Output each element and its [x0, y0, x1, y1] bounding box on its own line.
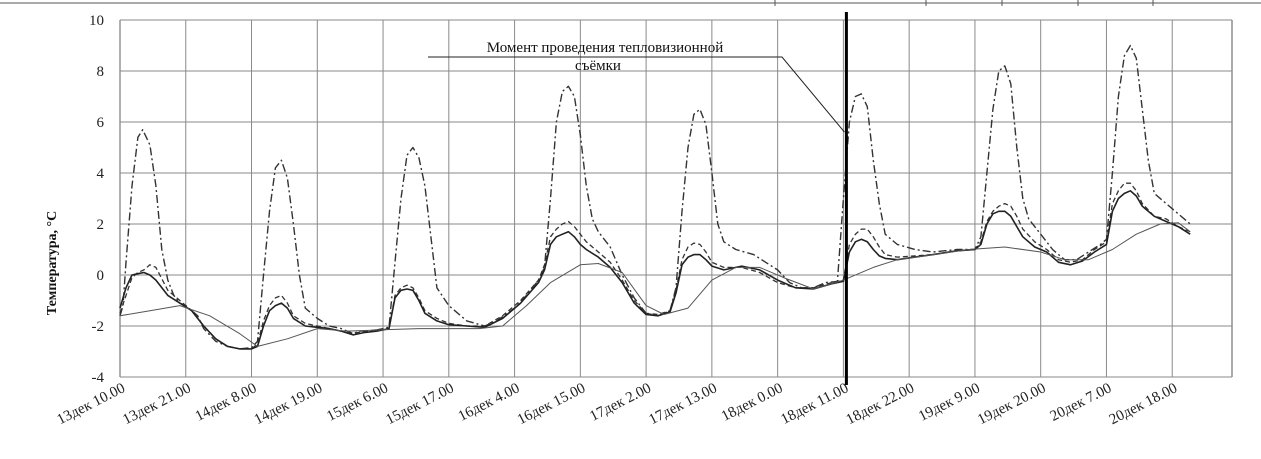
- x-tick-label: 13дек 21.00: [120, 380, 193, 428]
- y-tick-label: 0: [97, 268, 105, 284]
- y-tick-label: 6: [97, 115, 105, 131]
- y-tick-label: 8: [97, 64, 105, 80]
- chart-series: [119, 44, 1191, 350]
- y-tick-label: 10: [89, 13, 104, 29]
- series-line-solid: [119, 190, 1191, 350]
- x-tick-label: 16дек 15.00: [515, 380, 588, 428]
- x-tick-label: 18дек 0.00: [719, 380, 786, 424]
- x-tick-label: 15дек 6.00: [324, 380, 391, 424]
- x-tick-label: 15дек 17.00: [383, 380, 456, 428]
- x-tick-label: 19дек 9.00: [916, 380, 983, 424]
- series-line-solid-thin: [119, 222, 1191, 347]
- x-tick-label: 20дек 18.00: [1107, 380, 1180, 428]
- x-tick-label: 13дек 10.00: [55, 380, 128, 428]
- series-line-dash-dot: [119, 44, 1191, 350]
- x-tick-label: 17дек 13.00: [646, 380, 719, 428]
- annotation-leader-line: [428, 56, 845, 133]
- annotation-text-line1: Момент проведения тепловизионной: [487, 40, 724, 56]
- series-line-dashed: [119, 182, 1191, 350]
- y-tick-label: 2: [97, 217, 105, 233]
- x-tick-label: 18дек 11.00: [778, 380, 851, 428]
- x-tick-label: 19дек 20.00: [975, 380, 1048, 428]
- y-tick-label: 4: [97, 166, 105, 182]
- annotation-text-line2: съёмки: [575, 58, 621, 74]
- x-tick-label: 17дек 2.00: [587, 380, 654, 424]
- x-tick-label: 14дек 8.00: [193, 380, 260, 424]
- y-axis-label: Температура, °С: [45, 211, 60, 315]
- x-tick-label: 18дек 22.00: [844, 380, 917, 428]
- y-tick-label: -4: [92, 370, 105, 386]
- x-tick-label: 20дек 7.00: [1048, 380, 1115, 424]
- y-axis-ticks: -4 -2 0 2 4 6 8 10: [89, 13, 105, 386]
- chart-grid: [0, 0, 1261, 378]
- x-tick-label: 16дек 4.00: [456, 380, 523, 424]
- y-tick-label: -2: [92, 319, 105, 335]
- x-tick-label: 14дек 19.00: [252, 380, 325, 428]
